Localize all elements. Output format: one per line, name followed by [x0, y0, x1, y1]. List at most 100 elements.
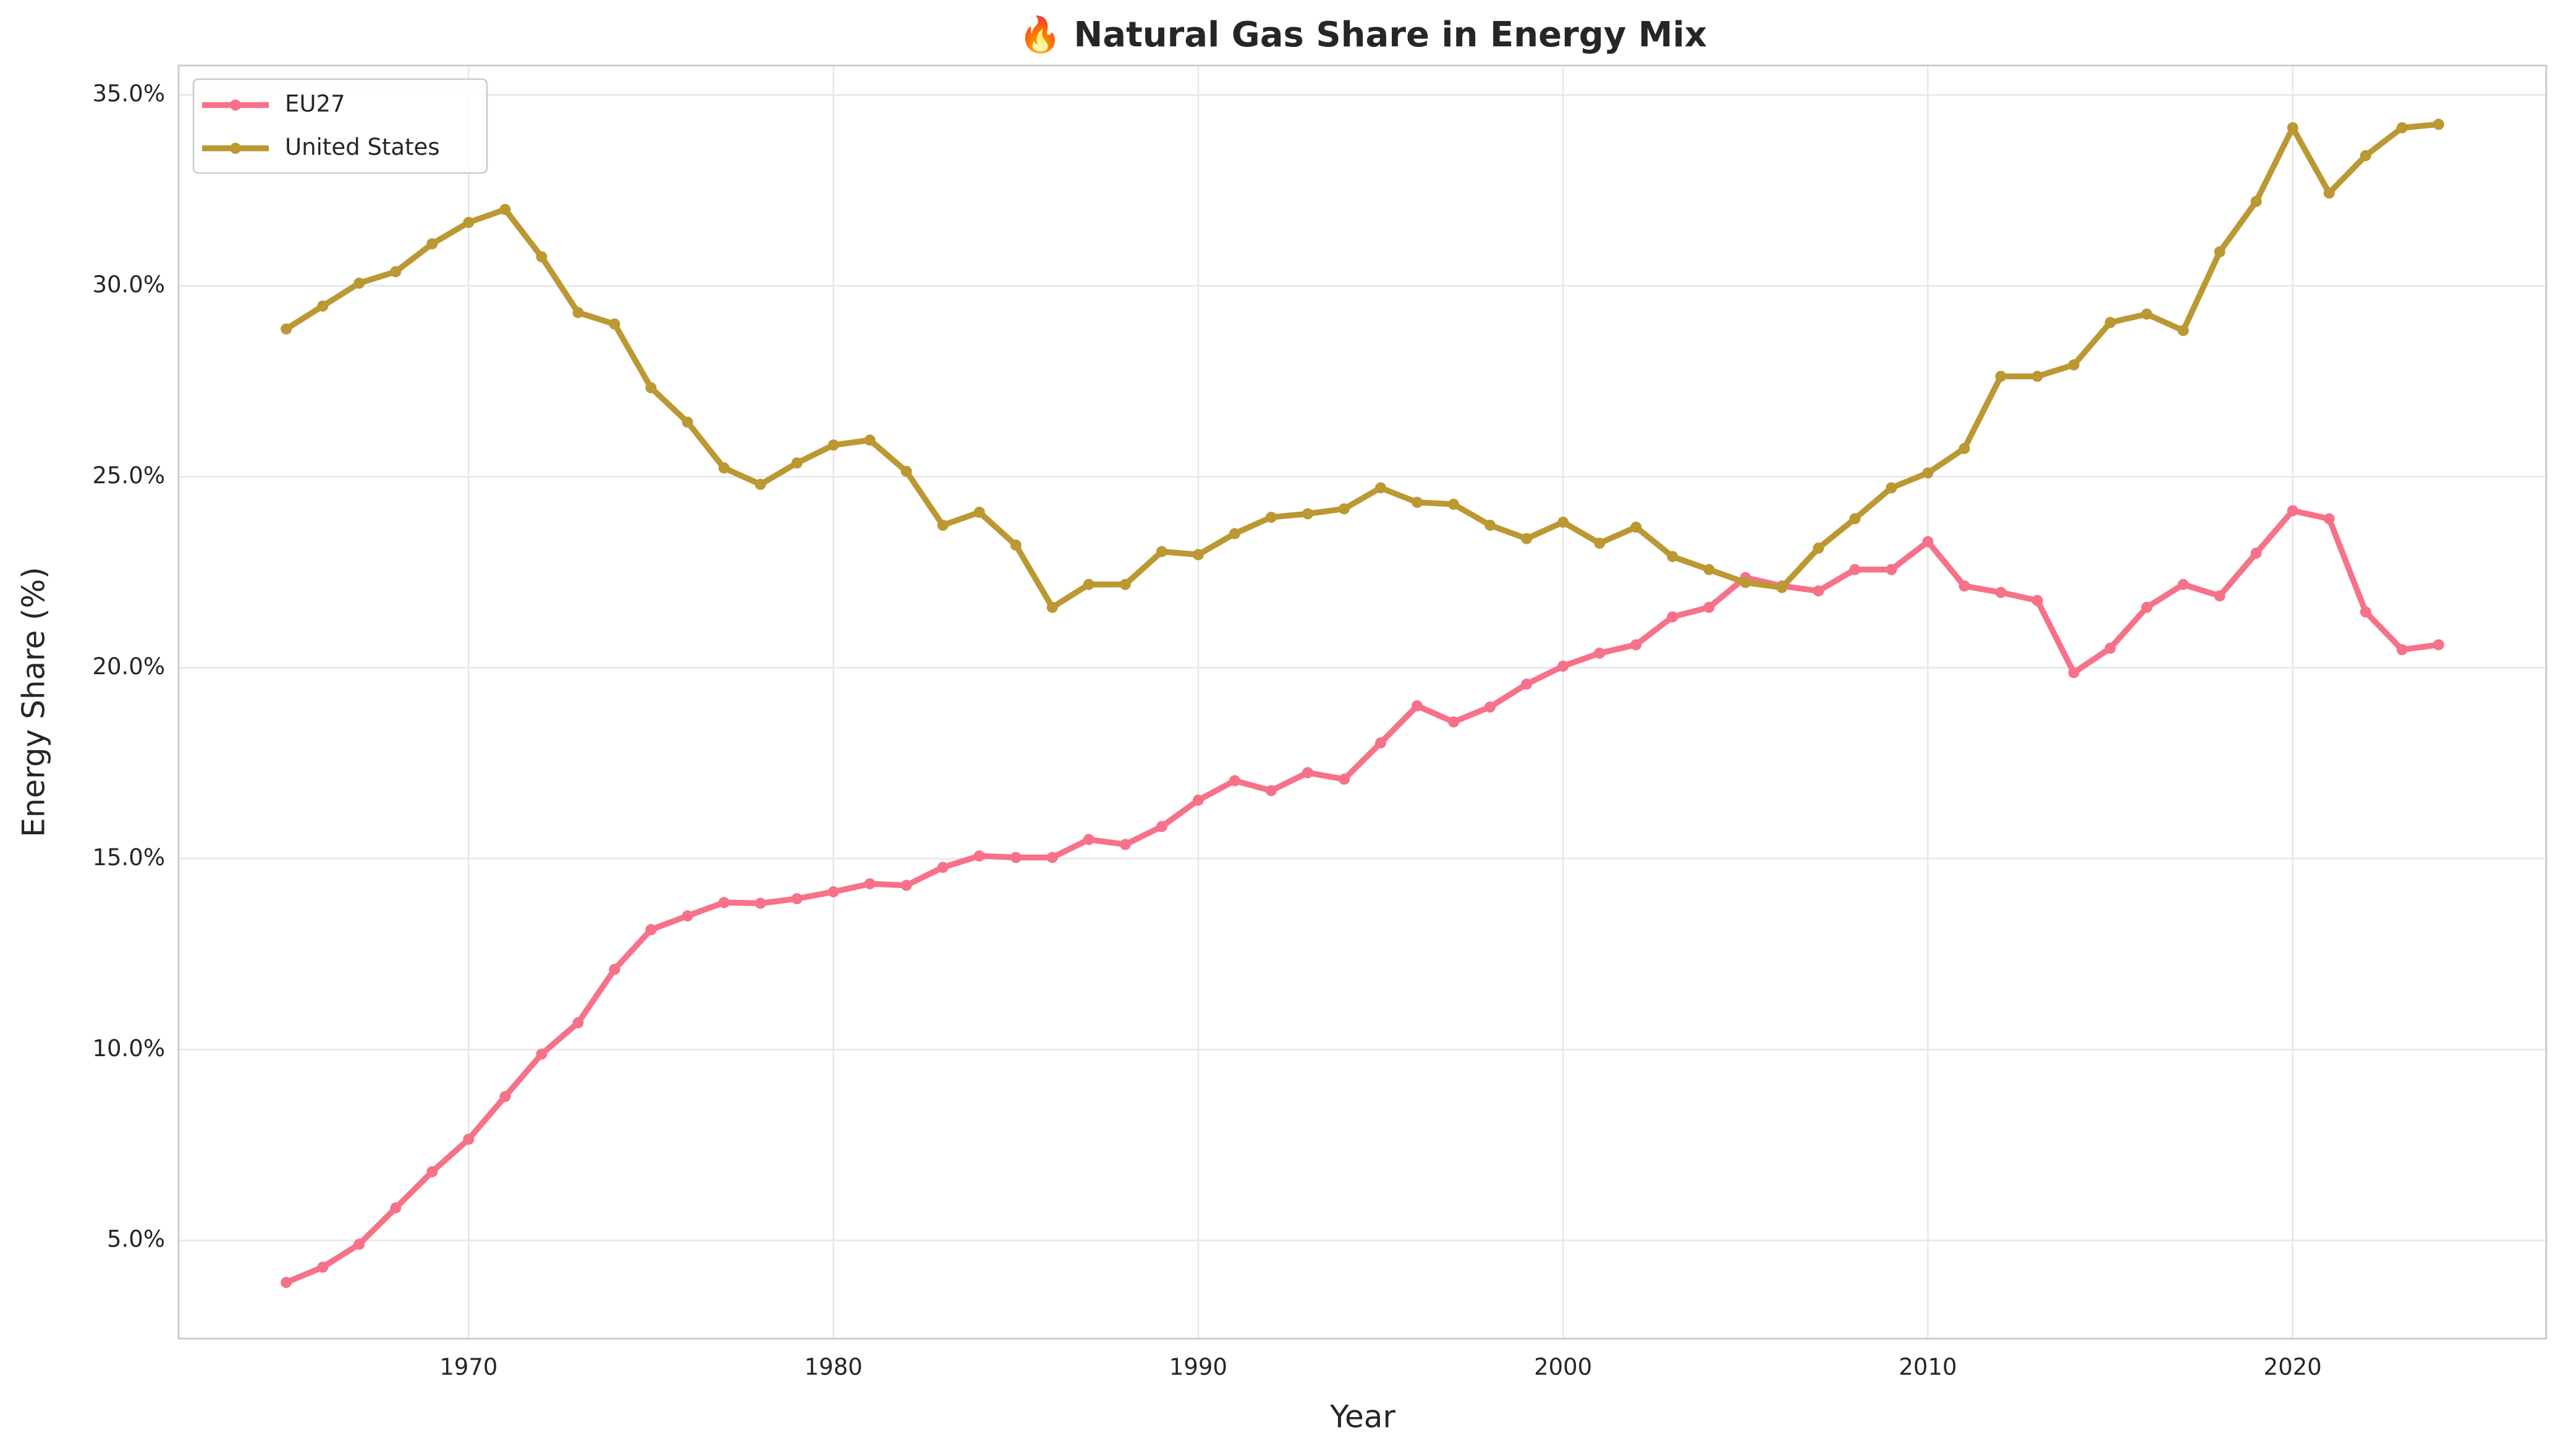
point-marker	[645, 924, 657, 936]
point-marker	[718, 897, 730, 908]
point-marker	[1412, 496, 1423, 508]
point-marker	[572, 307, 584, 318]
point-marker	[1156, 821, 1167, 832]
point-marker	[354, 277, 365, 289]
point-marker	[973, 850, 985, 862]
point-marker	[1083, 834, 1095, 845]
point-marker	[1630, 639, 1642, 651]
y-tick-label: 25.0%	[92, 462, 165, 489]
point-marker	[1119, 578, 1131, 590]
point-marker	[463, 216, 475, 228]
point-marker	[1958, 442, 1970, 454]
x-axis-label: Year	[1329, 1399, 1395, 1435]
series-line	[283, 507, 2442, 1285]
point-marker	[1046, 852, 1058, 863]
point-marker	[1192, 794, 1204, 806]
point-marker	[1448, 498, 1460, 510]
point-marker	[1630, 522, 1642, 533]
point-marker	[864, 434, 876, 446]
point-marker	[1412, 700, 1423, 712]
point-marker	[1849, 513, 1861, 525]
point-marker	[2031, 370, 2043, 382]
point-marker	[1521, 678, 1533, 690]
point-marker	[2360, 150, 2371, 161]
point-marker	[1156, 546, 1167, 557]
point-marker	[1886, 482, 1897, 494]
point-marker	[2323, 513, 2335, 525]
point-marker	[1667, 551, 1679, 562]
point-marker	[1740, 577, 1751, 588]
y-tick-label: 20.0%	[92, 653, 165, 680]
point-marker	[1922, 536, 1934, 548]
point-marker	[1192, 549, 1204, 561]
point-marker	[682, 910, 693, 922]
point-marker	[2177, 578, 2189, 590]
point-marker	[426, 238, 438, 250]
point-marker	[2177, 324, 2189, 336]
point-marker	[609, 318, 620, 330]
point-marker	[2141, 601, 2153, 613]
point-marker	[2068, 667, 2080, 679]
y-tick-label: 10.0%	[92, 1035, 165, 1062]
chart-title: 🔥 Natural Gas Share in Energy Mix	[1018, 15, 1707, 55]
x-tick-label: 2000	[1534, 1354, 1592, 1381]
point-marker	[1302, 508, 1313, 520]
legend-label: EU27	[285, 91, 345, 117]
point-marker	[354, 1238, 365, 1250]
x-tick-label: 2010	[1899, 1354, 1957, 1381]
y-axis-label: Energy Share (%)	[16, 567, 52, 837]
y-tick-label: 5.0%	[107, 1226, 165, 1253]
y-tick-label: 30.0%	[92, 271, 165, 298]
point-marker	[1265, 785, 1277, 797]
point-marker	[390, 266, 402, 277]
point-marker	[1083, 578, 1095, 590]
point-marker	[2104, 316, 2116, 328]
point-marker	[1557, 516, 1569, 528]
point-marker	[281, 1277, 292, 1289]
point-marker	[536, 251, 548, 263]
point-marker	[2360, 606, 2371, 618]
point-marker	[1557, 660, 1569, 672]
point-marker	[864, 878, 876, 890]
point-marker	[1995, 370, 2007, 382]
point-marker	[2287, 122, 2298, 133]
point-marker	[2214, 246, 2225, 258]
point-marker	[1484, 519, 1496, 531]
point-marker	[2433, 639, 2444, 651]
point-marker	[755, 897, 766, 909]
point-marker	[572, 1017, 584, 1029]
legend-label: United States	[285, 134, 440, 161]
point-marker	[390, 1202, 402, 1214]
y-tick-label: 35.0%	[92, 80, 165, 107]
series-line	[283, 121, 2442, 611]
point-marker	[499, 1091, 511, 1103]
x-tick-label: 2020	[2264, 1354, 2322, 1381]
point-marker	[973, 506, 985, 518]
point-marker	[1119, 839, 1131, 850]
point-marker	[2031, 595, 2043, 606]
point-marker	[645, 382, 657, 394]
point-marker	[1448, 716, 1460, 728]
point-marker	[1229, 528, 1240, 540]
point-marker	[2250, 548, 2262, 559]
point-marker	[1886, 564, 1897, 575]
point-marker	[536, 1048, 548, 1060]
point-marker	[1922, 467, 1934, 479]
point-marker	[828, 439, 839, 451]
point-marker	[900, 465, 912, 477]
x-tick-label: 1980	[804, 1354, 862, 1381]
point-marker	[791, 457, 803, 469]
legend-marker	[230, 143, 241, 154]
point-marker	[1667, 611, 1679, 623]
legend-marker	[230, 99, 241, 111]
point-marker	[1594, 537, 1606, 549]
point-marker	[2250, 195, 2262, 207]
point-marker	[1010, 852, 1022, 863]
point-marker	[2396, 644, 2408, 656]
point-marker	[281, 323, 292, 335]
point-marker	[755, 478, 766, 490]
point-marker	[1229, 775, 1240, 787]
point-marker	[1375, 737, 1387, 749]
